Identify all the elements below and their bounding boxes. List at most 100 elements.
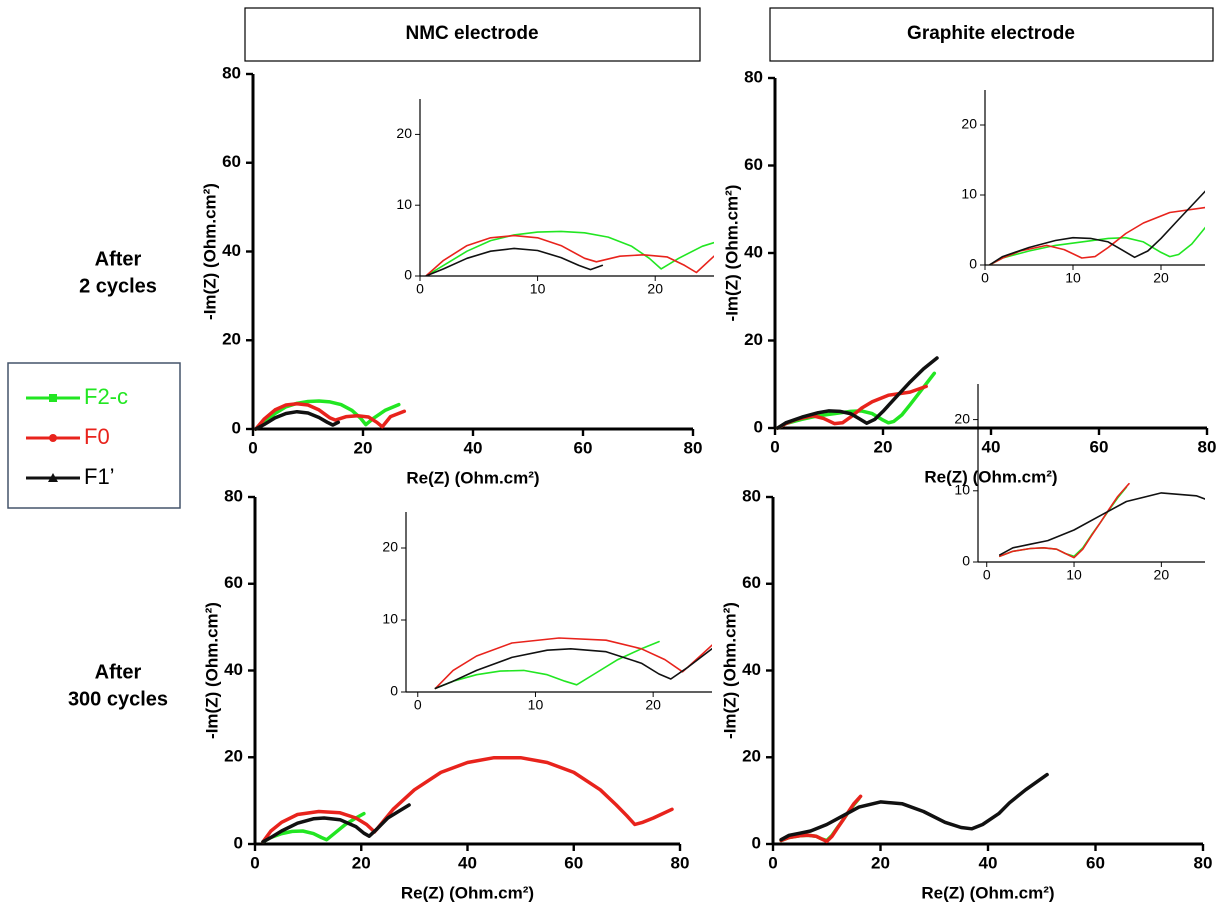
y-tick-label: 80 — [742, 486, 761, 505]
x-tick-label: 10 — [1066, 567, 1082, 583]
x-axis-label: Re(Z) (Ohm.cm²) — [401, 883, 534, 902]
series-line — [779, 772, 1049, 842]
x-tick-label: 80 — [1198, 437, 1217, 456]
x-tick-label: 0 — [414, 697, 422, 713]
y-tick-label: 20 — [742, 747, 761, 766]
x-tick-label: 80 — [1194, 853, 1213, 872]
y-tick-label: 20 — [222, 330, 241, 349]
series-line — [434, 640, 660, 690]
x-tick-label: 40 — [458, 853, 477, 872]
series-line — [999, 482, 1130, 559]
series-line — [425, 230, 714, 276]
legend-label: F2-c — [84, 384, 128, 409]
legend-box — [7, 362, 181, 509]
x-tick-label: 40 — [979, 853, 998, 872]
x-tick-label: 20 — [645, 697, 661, 713]
y-tick-label: 40 — [742, 660, 761, 679]
y-tick-label: 10 — [382, 611, 398, 627]
header-box — [244, 7, 701, 62]
y-tick-label: 80 — [224, 486, 243, 505]
y-tick-label: 0 — [232, 418, 241, 437]
legend-label: F0 — [84, 424, 110, 449]
x-tick-label: 20 — [352, 853, 371, 872]
series-line — [425, 234, 714, 276]
y-tick-label: 0 — [404, 267, 412, 283]
x-tick-label: 0 — [250, 853, 259, 872]
y-axis-label: -Im(Z) (Ohm.cm²) — [720, 602, 739, 739]
y-tick-label: 10 — [961, 186, 977, 202]
x-axis-label: Re(Z) (Ohm.cm²) — [406, 468, 539, 487]
series-line — [988, 226, 1205, 265]
y-tick-label: 0 — [752, 833, 761, 852]
row-title: 300 cycles — [68, 688, 168, 710]
x-tick-label: 40 — [982, 437, 1001, 456]
y-tick-label: 60 — [742, 573, 761, 592]
y-tick-label: 40 — [222, 241, 241, 260]
y-axis-label: -Im(Z) (Ohm.cm²) — [202, 602, 221, 739]
y-tick-label: 60 — [224, 573, 243, 592]
x-axis-label: Re(Z) (Ohm.cm²) — [924, 467, 1057, 486]
x-tick-label: 0 — [981, 270, 989, 286]
y-tick-label: 80 — [222, 63, 241, 82]
x-tick-label: 20 — [1153, 270, 1169, 286]
y-tick-label: 0 — [234, 833, 243, 852]
y-tick-label: 0 — [754, 417, 763, 436]
series-line — [775, 384, 928, 430]
series-line — [254, 409, 341, 431]
x-tick-label: 10 — [1065, 270, 1081, 286]
y-axis-label: -Im(Z) (Ohm.cm²) — [200, 183, 219, 320]
y-axis-label: -Im(Z) (Ohm.cm²) — [722, 185, 741, 322]
x-tick-label: 0 — [248, 438, 257, 457]
legend-label: F1’ — [84, 464, 115, 489]
y-tick-label: 20 — [961, 116, 977, 132]
header-box — [769, 7, 1214, 62]
row-title: After — [95, 661, 142, 683]
y-tick-label: 20 — [954, 410, 970, 426]
x-tick-label: 0 — [770, 437, 779, 456]
column-title: NMC electrode — [405, 23, 538, 44]
y-tick-label: 0 — [969, 256, 977, 272]
x-tick-label: 0 — [983, 567, 991, 583]
y-tick-label: 20 — [382, 539, 398, 555]
series-line — [254, 401, 407, 431]
x-tick-label: 60 — [1086, 853, 1105, 872]
y-tick-label: 10 — [396, 196, 412, 212]
x-tick-label: 20 — [354, 438, 373, 457]
y-tick-label: 20 — [224, 747, 243, 766]
legend-marker — [48, 473, 58, 482]
column-title: Graphite electrode — [907, 23, 1075, 44]
y-tick-label: 40 — [744, 242, 763, 261]
x-tick-label: 0 — [768, 853, 777, 872]
series-line — [434, 647, 712, 690]
y-tick-label: 0 — [962, 553, 970, 569]
series-line — [261, 755, 674, 844]
x-tick-label: 10 — [530, 281, 546, 297]
x-tick-label: 10 — [528, 697, 544, 713]
x-tick-label: 20 — [874, 437, 893, 456]
x-tick-label: 20 — [871, 853, 890, 872]
legend-marker — [49, 434, 57, 442]
series-line — [261, 803, 411, 844]
series-line — [999, 492, 1205, 556]
row-title: After — [95, 248, 142, 270]
y-tick-label: 20 — [396, 125, 412, 141]
y-tick-label: 60 — [222, 152, 241, 171]
x-tick-label: 80 — [684, 438, 703, 457]
series-line — [988, 190, 1205, 265]
x-tick-label: 60 — [564, 853, 583, 872]
row-title: 2 cycles — [79, 275, 157, 297]
y-tick-label: 40 — [224, 660, 243, 679]
x-tick-label: 80 — [671, 853, 690, 872]
x-tick-label: 40 — [464, 438, 483, 457]
y-tick-label: 10 — [954, 482, 970, 498]
y-tick-label: 20 — [744, 330, 763, 349]
x-tick-label: 60 — [574, 438, 593, 457]
x-tick-label: 60 — [1090, 437, 1109, 456]
legend-marker — [49, 394, 57, 402]
x-tick-label: 0 — [416, 281, 424, 297]
series-line — [434, 637, 712, 690]
y-tick-label: 80 — [744, 67, 763, 86]
x-axis-label: Re(Z) (Ohm.cm²) — [921, 883, 1054, 902]
series-line — [775, 356, 939, 430]
